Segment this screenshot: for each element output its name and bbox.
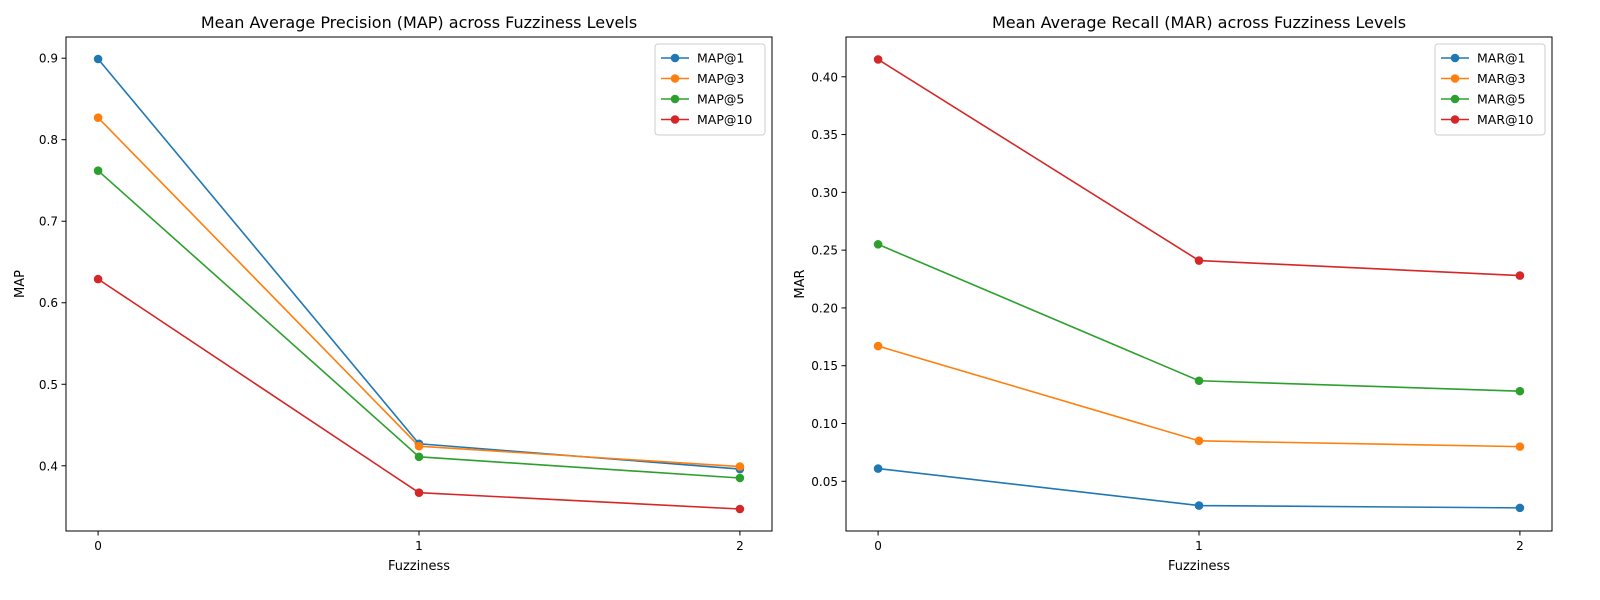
mar-legend-marker	[1450, 94, 1460, 104]
mar-legend-label: MAR@5	[1477, 92, 1525, 107]
map-data-point	[414, 488, 424, 497]
map-legend-label: MAP@3	[697, 71, 744, 86]
map-y-tick-label: 0.7	[39, 215, 58, 229]
mar-data-point	[873, 341, 883, 351]
mar-y-tick-label: 0.20	[811, 301, 838, 315]
mar-y-tick-label: 0.30	[811, 186, 838, 200]
mar-data-point	[1515, 442, 1525, 451]
mar-axes-frame	[845, 36, 1553, 532]
mar-chart-title: Mean Average Recall (MAR) across Fuzzine…	[992, 13, 1406, 32]
map-legend-label: MAP@1	[697, 51, 744, 66]
mar-data-point	[873, 55, 883, 64]
mar-x-tick-label: 0	[874, 539, 882, 553]
mar-chart: Mean Average Recall (MAR) across Fuzzine…	[793, 13, 1553, 574]
map-legend-marker	[670, 94, 680, 104]
mar-data-point	[1194, 501, 1204, 510]
map-y-tick-label: 0.4	[39, 459, 58, 473]
map-legend-marker	[670, 53, 680, 63]
mar-data-point	[1515, 271, 1525, 280]
map-data-point	[414, 441, 424, 451]
map-x-tick-label: 0	[94, 539, 102, 553]
mar-data-point	[1194, 256, 1204, 265]
mar-x-tick-label: 2	[1516, 539, 1524, 553]
map-x-axis-label: Fuzziness	[388, 559, 450, 574]
mar-y-tick-label: 0.25	[811, 244, 838, 258]
map-legend: MAP@1 MAP@3 MAP@5 MAP@10	[654, 43, 766, 136]
map-legend-marker	[670, 74, 680, 83]
mar-y-tick-label: 0.05	[811, 475, 838, 489]
mar-x-axis-label: Fuzziness	[1168, 559, 1230, 574]
map-legend-label: MAP@10	[697, 112, 752, 127]
mar-y-axis-label: MAR	[793, 269, 808, 298]
mar-legend-label: MAR@10	[1477, 112, 1533, 127]
map-legend-marker	[670, 115, 680, 124]
mar-data-point	[1515, 503, 1525, 513]
mar-y-tick-label: 0.10	[811, 417, 838, 431]
mar-data-point	[1194, 376, 1204, 386]
mar-legend: MAR@1 MAR@3 MAR@5 MAR@10	[1434, 43, 1546, 136]
map-data-point	[735, 473, 745, 483]
map-y-axis-label: MAP	[13, 270, 28, 298]
mar-legend-box	[1434, 43, 1546, 136]
map-y-tick-label: 0.9	[39, 52, 58, 66]
map-axes-frame	[65, 36, 773, 532]
map-y-tick-label: 0.6	[39, 296, 58, 310]
mar-legend-marker	[1450, 115, 1460, 124]
mar-y-tick-label: 0.15	[811, 359, 838, 373]
mar-legend-marker	[1450, 53, 1460, 63]
map-data-point	[93, 113, 103, 123]
map-data-point	[93, 274, 103, 284]
map-y-tick-label: 0.8	[39, 133, 58, 147]
map-data-point	[93, 166, 103, 175]
map-data-point	[735, 462, 745, 471]
mar-y-tick-label: 0.40	[811, 70, 838, 84]
map-y-tick-label: 0.5	[39, 378, 58, 392]
mar-data-point	[1515, 386, 1525, 396]
mar-x-tick-label: 1	[1195, 539, 1203, 553]
map-x-tick-label: 2	[736, 539, 744, 553]
map-chart-title: Mean Average Precision (MAP) across Fuzz…	[201, 13, 637, 32]
mar-y-tick-label: 0.35	[811, 128, 838, 142]
map-legend-box	[654, 43, 766, 136]
mar-data-point	[873, 240, 883, 249]
mar-data-point	[1194, 436, 1204, 446]
map-x-tick-label: 1	[415, 539, 423, 553]
map-legend-label: MAP@5	[697, 92, 744, 107]
mar-legend-label: MAR@1	[1477, 51, 1525, 66]
map-data-point	[414, 452, 424, 462]
map-data-point	[93, 54, 103, 64]
map-chart: Mean Average Precision (MAP) across Fuzz…	[13, 13, 773, 574]
mar-data-point	[873, 464, 883, 473]
mar-legend-marker	[1450, 74, 1460, 83]
map-data-point	[735, 504, 745, 514]
mar-legend-label: MAR@3	[1477, 71, 1525, 86]
